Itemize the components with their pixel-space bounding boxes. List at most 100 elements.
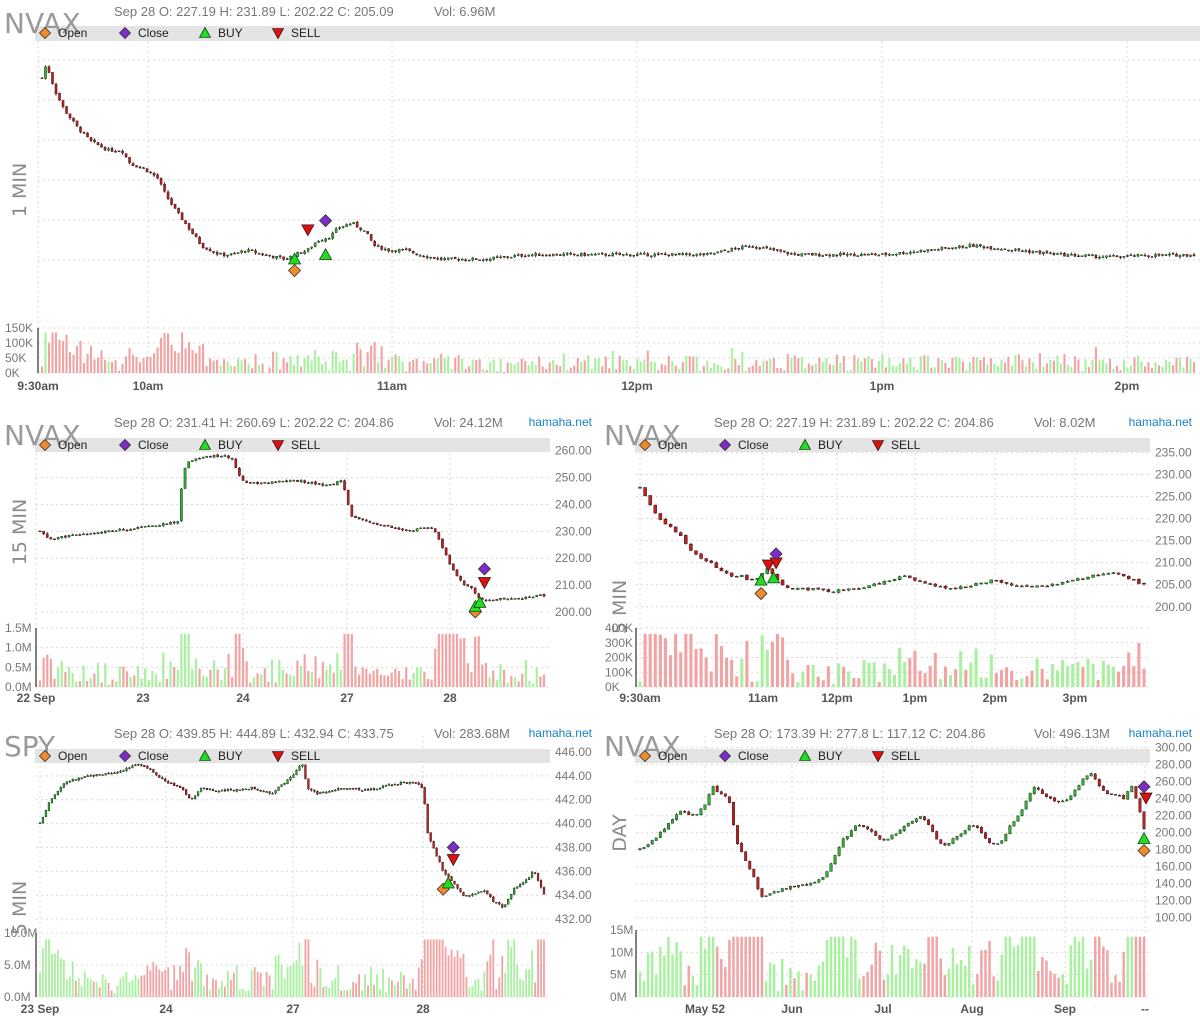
volume-bar — [249, 682, 252, 687]
volume-bar — [643, 633, 647, 687]
candle-body — [495, 902, 498, 904]
brand-link[interactable]: hamaha.net — [529, 415, 593, 429]
candle-body — [533, 872, 537, 874]
candle-body — [137, 763, 140, 766]
volume-bar — [597, 357, 600, 373]
volume-bar — [862, 660, 866, 687]
volume-bar — [894, 974, 898, 997]
price-plot[interactable] — [638, 772, 1153, 898]
volume-bar — [271, 989, 274, 997]
brand-link[interactable]: hamaha.net — [1129, 415, 1193, 429]
candle-body — [513, 888, 516, 895]
volume-bar — [999, 669, 1003, 687]
volume-bar — [506, 362, 509, 373]
volume-bar — [110, 990, 113, 997]
volume-bar — [785, 984, 788, 997]
price-plot[interactable] — [38, 763, 546, 909]
volume-bar — [801, 671, 805, 687]
volume-bar — [77, 977, 80, 997]
candle-body — [1122, 256, 1126, 258]
volume-bar — [580, 361, 583, 373]
volume-bar — [436, 358, 439, 373]
volume-bar — [373, 984, 375, 997]
volume-bar — [1119, 369, 1122, 373]
candle-body — [1126, 791, 1130, 800]
volume-bar — [122, 976, 125, 997]
candle-body — [527, 877, 531, 880]
volume-bar — [1157, 365, 1161, 373]
y-tick-label: 220.00 — [1155, 809, 1192, 823]
volume-bar — [744, 936, 747, 997]
volume-bar — [154, 674, 158, 687]
candle-body — [902, 252, 905, 255]
volume-bar — [241, 648, 245, 687]
volume-bar — [237, 358, 240, 373]
candle-body — [208, 788, 212, 791]
candle-body — [765, 246, 769, 249]
volume-bar — [432, 939, 435, 997]
volume-bar — [281, 669, 285, 687]
volume-bar — [1080, 371, 1084, 373]
candle-body — [229, 253, 233, 255]
brand-link[interactable]: hamaha.net — [529, 726, 593, 740]
marker-buy-icon — [1137, 831, 1151, 844]
candle-body — [699, 553, 703, 559]
candle-body — [492, 896, 495, 902]
candle-body — [58, 92, 61, 101]
candle-body — [894, 833, 898, 836]
volume-bar — [131, 355, 135, 373]
volume-bar — [528, 969, 530, 997]
volume-bar — [191, 669, 194, 687]
volume-tick-label: 5M — [610, 968, 627, 982]
volume-bar — [1164, 359, 1168, 373]
volume-bar — [1000, 954, 1003, 997]
volume-bar — [639, 361, 642, 373]
chart-panel-nvax-15min[interactable]: NVAX Sep 28 O: 231.41 H: 260.69 L: 202.2… — [0, 412, 600, 708]
volume-bar — [751, 365, 754, 373]
candle-body — [607, 254, 611, 257]
chart-panel-nvax-day[interactable]: NVAX Sep 28 O: 173.39 H: 277.8 L: 117.12… — [600, 723, 1200, 1033]
candle-body — [979, 582, 983, 585]
chart-panel-nvax-5min[interactable]: NVAX Sep 28 O: 227.19 H: 231.89 L: 202.2… — [600, 412, 1200, 708]
volume-bar — [221, 981, 223, 997]
volume-bar — [247, 363, 250, 373]
volume-bar — [1012, 946, 1016, 997]
candle-body — [299, 480, 303, 483]
volume-bar — [982, 357, 985, 373]
price-plot[interactable] — [38, 453, 546, 619]
price-plot[interactable] — [638, 485, 1146, 601]
candle-body — [128, 157, 131, 163]
volume-bar — [890, 944, 894, 997]
volume-bar — [955, 964, 959, 997]
candle-body — [785, 585, 790, 588]
chart-panel-nvax-1min[interactable]: NVAX Sep 28 O: 227.19 H: 231.89 L: 202.2… — [0, 0, 1200, 395]
volume-bar — [162, 652, 165, 687]
volume-bar — [905, 363, 908, 373]
candle-body — [271, 793, 274, 795]
candle-body — [1049, 796, 1052, 799]
volume-bar — [104, 979, 107, 997]
volume-bar — [394, 354, 397, 373]
volume-bar — [1106, 950, 1109, 997]
volume-bar — [618, 355, 621, 373]
x-tick-label: 1pm — [870, 379, 895, 393]
price-plot[interactable] — [40, 65, 1196, 278]
volume-bar — [959, 959, 963, 997]
candle-body — [340, 788, 343, 790]
volume-bar — [475, 359, 478, 373]
candle-body — [947, 247, 951, 250]
candle-body — [572, 253, 576, 256]
volume-bar — [307, 355, 310, 373]
candle-body — [453, 256, 457, 259]
candle-body — [128, 767, 131, 769]
timeframe-label: 5 MIN — [609, 580, 631, 634]
volume-bar — [194, 967, 196, 997]
x-tick-label: 24 — [159, 1002, 173, 1016]
volume-bar — [891, 365, 894, 373]
volume-bar — [477, 979, 480, 997]
volume-bar — [938, 679, 942, 687]
chart-panel-spy-5min[interactable]: SPY Sep 28 O: 439.85 H: 444.89 L: 432.94… — [0, 723, 600, 1033]
brand-link[interactable]: hamaha.net — [1129, 726, 1193, 740]
candle-body — [396, 784, 399, 786]
candle-body — [113, 772, 116, 775]
